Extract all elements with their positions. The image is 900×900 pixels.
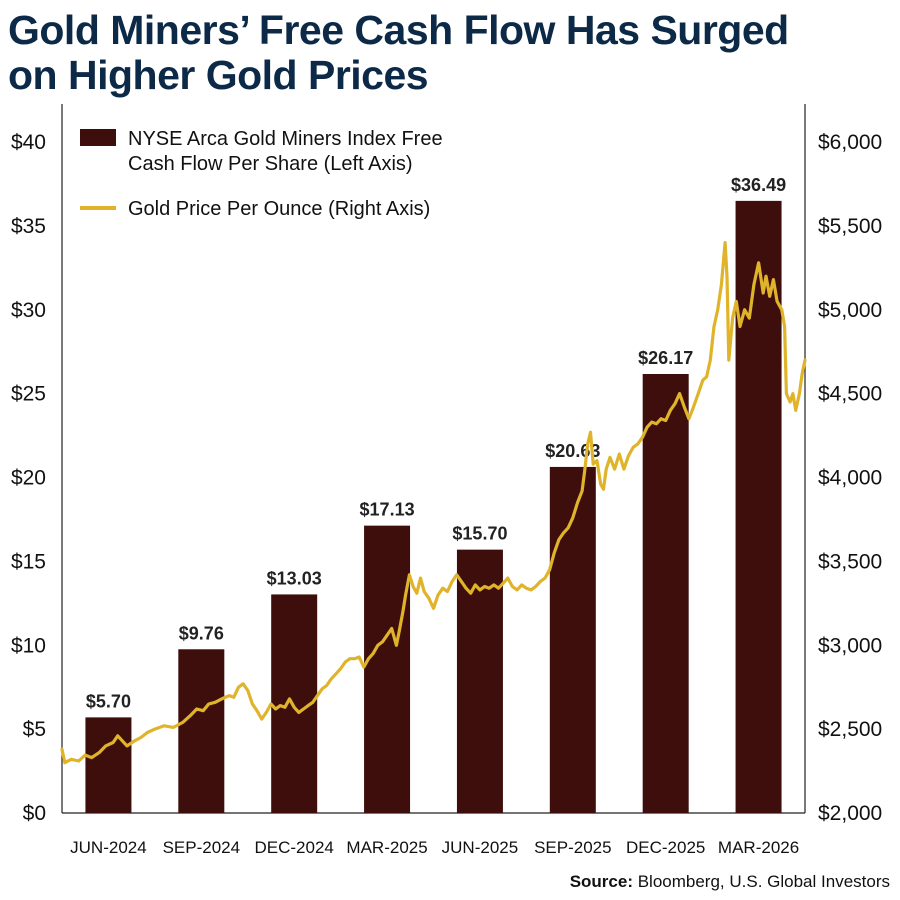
right-tick-label: $3,000	[818, 634, 882, 657]
right-tick-label: $5,000	[818, 299, 882, 322]
x-tick-label: MAR-2025	[346, 838, 427, 857]
source-label: Source:	[569, 872, 633, 891]
x-tick-label: JUN-2025	[442, 838, 519, 857]
fcf-bar	[549, 466, 596, 813]
x-tick-label: MAR-2026	[718, 838, 799, 857]
left-tick-label: $30	[11, 299, 46, 322]
legend-bar-label: Cash Flow Per Share (Left Axis)	[128, 153, 413, 175]
bar-value-label: $26.17	[638, 348, 693, 368]
right-tick-label: $3,500	[818, 550, 882, 573]
source-note: Source: Bloomberg, U.S. Global Investors	[570, 872, 890, 892]
bar-value-label: $5.70	[86, 691, 131, 711]
gold-price-line	[60, 241, 807, 765]
bar-value-label: $15.70	[452, 524, 507, 544]
right-tick-label: $6,000	[818, 131, 882, 154]
x-tick-label: JUN-2024	[70, 838, 147, 857]
right-tick-label: $4,000	[818, 467, 882, 490]
legend-bar-label: NYSE Arca Gold Miners Index Free	[128, 128, 443, 150]
left-tick-label: $20	[11, 467, 46, 490]
left-tick-label: $0	[23, 802, 46, 825]
bar-value-label: $17.13	[360, 500, 415, 520]
legend-line-label: Gold Price Per Ounce (Right Axis)	[128, 198, 430, 220]
fcf-bar	[456, 549, 503, 813]
fcf-bar	[364, 525, 411, 813]
fcf-bar	[178, 649, 225, 813]
x-tick-label: SEP-2025	[534, 838, 612, 857]
fcf-bar	[735, 200, 782, 813]
chart-title-line-2: on Higher Gold Prices	[8, 52, 429, 98]
left-tick-label: $35	[11, 215, 46, 238]
right-tick-label: $2,000	[818, 802, 882, 825]
fcf-bar	[85, 717, 132, 813]
bar-value-label: $36.49	[731, 175, 786, 195]
left-tick-label: $15	[11, 550, 46, 573]
right-tick-label: $2,500	[818, 718, 882, 741]
x-tick-label: DEC-2025	[626, 838, 705, 857]
x-tick-label: DEC-2024	[255, 838, 334, 857]
legend-bar-swatch	[80, 129, 116, 146]
right-tick-label: $5,500	[818, 215, 882, 238]
right-tick-label: $4,500	[818, 383, 882, 406]
left-tick-label: $40	[11, 131, 46, 154]
bar-value-label: $9.76	[179, 623, 224, 643]
chart-title-line-1: Gold Miners’ Free Cash Flow Has Surged	[8, 7, 789, 53]
left-tick-label: $10	[11, 634, 46, 657]
chart-title: Gold Miners’ Free Cash Flow Has Surged o…	[8, 8, 892, 98]
bar-value-label: $13.03	[267, 568, 322, 588]
left-tick-label: $5	[23, 718, 46, 741]
source-text: Bloomberg, U.S. Global Investors	[632, 872, 890, 891]
x-tick-label: SEP-2024	[163, 838, 241, 857]
fcf-bar	[642, 373, 689, 813]
left-tick-label: $25	[11, 383, 46, 406]
